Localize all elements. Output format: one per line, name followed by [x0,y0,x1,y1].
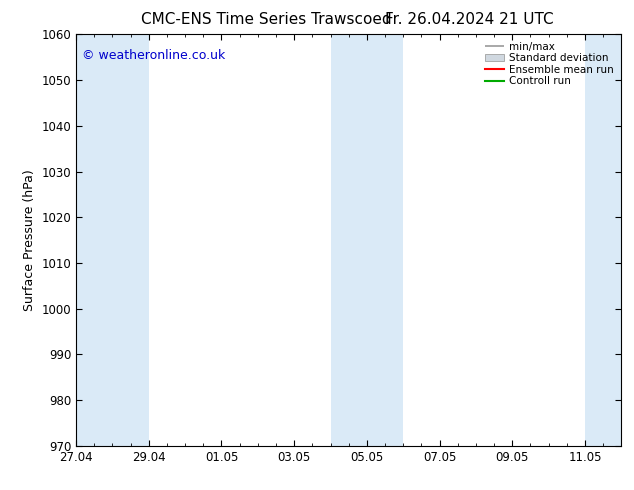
Bar [585,34,634,446]
Text: Fr. 26.04.2024 21 UTC: Fr. 26.04.2024 21 UTC [385,12,553,27]
Y-axis label: Surface Pressure (hPa): Surface Pressure (hPa) [23,169,36,311]
Text: © weatheronline.co.uk: © weatheronline.co.uk [82,49,225,62]
Bar [112,34,149,446]
Bar [330,34,403,446]
Bar [76,34,112,446]
Legend: min/max, Standard deviation, Ensemble mean run, Controll run: min/max, Standard deviation, Ensemble me… [483,40,616,88]
Text: CMC-ENS Time Series Trawscoed: CMC-ENS Time Series Trawscoed [141,12,392,27]
